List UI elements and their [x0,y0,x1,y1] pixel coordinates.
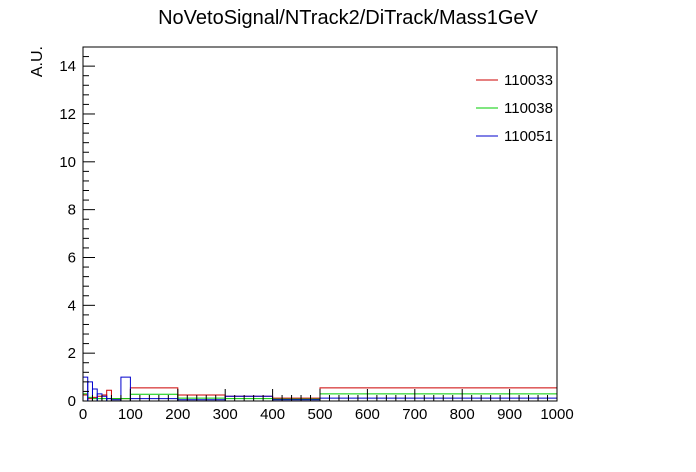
bin-110051-7 [120,376,131,401]
x-tick-label: 700 [402,406,427,423]
bin-110033-12 [319,387,558,401]
x-tick-label: 600 [355,406,380,423]
bin-110051-2 [91,388,98,401]
bin-110038-10 [319,393,558,401]
x-tick-label: 1000 [540,406,573,423]
y-axis-label: A.U. [29,46,46,77]
x-tick-label: 100 [118,406,143,423]
bin-110051-0 [82,376,89,401]
legend-label: 110051 [504,128,553,145]
y-tick-label: 10 [59,154,76,171]
x-tick-label: 800 [450,406,475,423]
x-tick-label: 0 [79,406,87,423]
legend-entry: 110038 [476,100,553,117]
axes: 0 100 200 300 400 500 600 700 800 900 1000 0 2 4 6 8 10 1… [59,46,574,423]
y-tick-label: 12 [59,106,76,123]
x-tick-label: 400 [260,406,285,423]
y-tick-label: 2 [68,345,76,362]
legend: 110033 110038 110051 [476,72,553,145]
bin-110033-0 [82,394,89,401]
chart-title: NoVetoSignal/NTrack2/DiTrack/Mass1GeV [158,7,538,29]
y-tick-label: 14 [59,58,76,75]
bin-110051-3 [96,393,103,401]
x-tick-label: 900 [497,406,522,423]
y-tick-label: 8 [68,202,76,219]
y-tick-label: 6 [68,249,76,266]
bin-110038-1 [87,396,93,401]
y-tick-label: 0 [68,393,76,410]
legend-label: 110038 [504,100,553,117]
y-tick-label: 4 [68,297,76,314]
legend-label: 110033 [504,72,553,89]
x-tick-label: 500 [307,406,332,423]
bin-110033-2 [91,396,98,401]
plot-frame [82,46,558,402]
bin-110033-5 [106,389,112,401]
x-tick-label: 300 [213,406,238,423]
legend-entry: 110033 [476,72,553,89]
legend-entry: 110051 [476,128,553,145]
x-tick-label: 200 [165,406,190,423]
bin-110038-6 [129,393,179,401]
